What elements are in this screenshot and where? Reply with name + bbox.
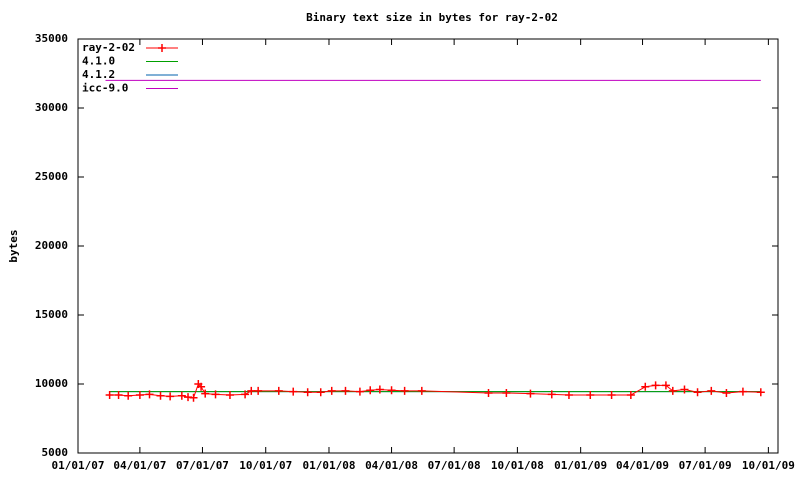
y-tick-label: 25000 [35, 170, 68, 183]
legend-label: icc-9.0 [82, 82, 128, 95]
point-marker [254, 386, 263, 395]
point-marker [526, 389, 535, 398]
point-marker [722, 388, 731, 397]
point-marker [247, 386, 256, 395]
point-marker [211, 390, 220, 399]
x-tick-label: 01/01/09 [554, 459, 607, 472]
point-marker [668, 386, 677, 395]
point-marker [375, 385, 384, 394]
y-tick-label: 30000 [35, 101, 68, 114]
x-tick-label: 10/01/09 [742, 459, 795, 472]
point-marker [197, 382, 206, 391]
legend-label: 4.1.0 [82, 55, 115, 68]
point-marker [693, 388, 702, 397]
point-marker [387, 386, 396, 395]
x-tick-label: 10/01/07 [239, 459, 292, 472]
point-marker [145, 390, 154, 399]
point-marker [114, 391, 123, 400]
y-tick-label: 20000 [35, 239, 68, 252]
point-marker [661, 381, 670, 390]
y-tick-label: 35000 [35, 32, 68, 45]
point-marker [156, 391, 165, 400]
y-axis-label: bytes [7, 229, 20, 262]
point-marker [680, 385, 689, 394]
x-tick-label: 04/01/09 [616, 459, 669, 472]
point-marker [189, 393, 198, 402]
x-tick-label: 10/01/08 [491, 459, 544, 472]
point-marker [626, 391, 635, 400]
x-tick-label: 07/01/07 [176, 459, 229, 472]
point-marker [417, 386, 426, 395]
point-marker [316, 388, 325, 397]
legend-label: 4.1.2 [82, 68, 115, 81]
x-tick-label: 01/01/07 [52, 459, 105, 472]
x-tick-label: 07/01/09 [679, 459, 732, 472]
point-marker [738, 387, 747, 396]
y-tick-label: 10000 [35, 377, 68, 390]
point-marker [303, 388, 312, 397]
point-marker [327, 386, 336, 395]
point-marker [124, 391, 133, 400]
chart-title: Binary text size in bytes for ray-2-02 [306, 11, 558, 24]
point-marker [586, 391, 595, 400]
point-marker [177, 391, 186, 400]
point-marker [607, 391, 616, 400]
point-marker [355, 387, 364, 396]
point-marker [366, 386, 375, 395]
point-marker [341, 386, 350, 395]
point-marker [225, 391, 234, 400]
point-marker [484, 388, 493, 397]
x-tick-label: 04/01/07 [113, 459, 166, 472]
point-marker [201, 389, 210, 398]
point-marker [707, 386, 716, 395]
y-tick-label: 5000 [42, 446, 69, 459]
point-marker [166, 392, 175, 401]
point-marker [651, 381, 660, 390]
point-marker [641, 382, 650, 391]
x-tick-label: 01/01/08 [302, 459, 355, 472]
point-marker [274, 386, 283, 395]
x-tick-label: 04/01/08 [365, 459, 418, 472]
legend-label: ray-2-02 [82, 41, 135, 54]
point-marker [400, 386, 409, 395]
x-tick-label: 07/01/08 [428, 459, 481, 472]
legend-marker [158, 44, 166, 52]
point-marker [241, 390, 250, 399]
point-marker [756, 388, 765, 397]
y-tick-label: 15000 [35, 308, 68, 321]
point-marker [564, 391, 573, 400]
point-marker [289, 387, 298, 396]
point-marker [547, 390, 556, 399]
point-marker [502, 388, 511, 397]
point-marker [135, 391, 144, 400]
point-marker [105, 391, 114, 400]
